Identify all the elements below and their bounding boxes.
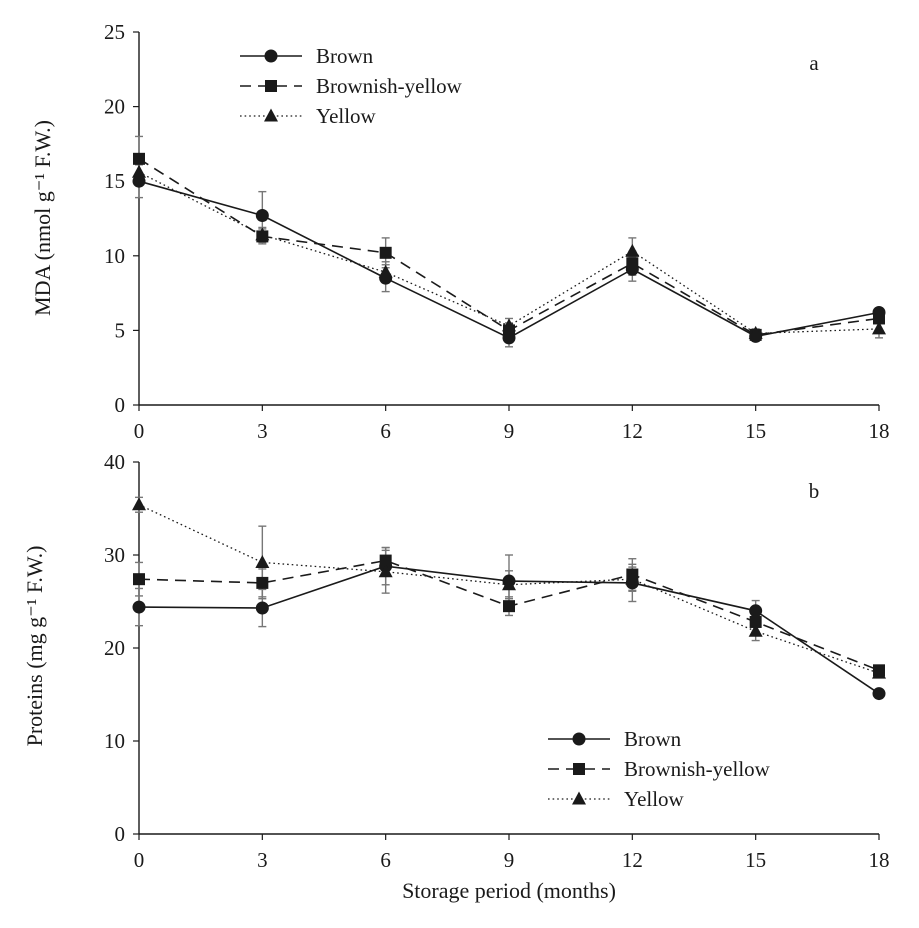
- data-point-yellow: [625, 571, 640, 585]
- data-point-brownish-yellow: [749, 615, 762, 628]
- y-tick-label: 10: [104, 244, 125, 268]
- x-axis-title: Storage period (months): [402, 878, 616, 903]
- legend-marker-brownish-yellow: [573, 763, 585, 775]
- x-tick-label: 3: [257, 419, 268, 443]
- data-point-yellow: [872, 665, 886, 679]
- data-point-brownish-yellow: [379, 554, 392, 567]
- y-tick-label: 15: [104, 169, 125, 193]
- data-point-yellow: [502, 577, 516, 591]
- legend-label-brownish-yellow: Brownish-yellow: [316, 74, 463, 98]
- data-point-brownish-yellow: [626, 257, 639, 270]
- legend-marker-brown: [264, 49, 278, 63]
- data-point-yellow: [132, 497, 146, 511]
- y-tick-label: 25: [104, 20, 125, 44]
- series-line-yellow: [138, 171, 880, 335]
- y-axis-title: Proteins (mg g⁻¹ F.W.): [22, 546, 47, 747]
- y-tick-label: 40: [104, 450, 125, 474]
- legend-label-brownish-yellow: Brownish-yellow: [624, 757, 771, 781]
- y-tick-label: 5: [115, 318, 126, 342]
- x-tick-label: 3: [257, 848, 268, 872]
- x-tick-label: 12: [622, 419, 643, 443]
- y-tick-label: 0: [115, 822, 126, 846]
- x-tick-label: 6: [380, 848, 391, 872]
- data-point-brownish-yellow: [133, 152, 145, 165]
- y-axis-title: MDA (nmol g⁻¹ F.W.): [30, 120, 55, 316]
- data-point-brown: [255, 601, 269, 615]
- x-tick-label: 15: [745, 848, 766, 872]
- panel-b: 0 10 20 30 40 0 3 6 9 12 15 18 Proteins (mg g⁻¹ F.W.…: [22, 450, 890, 903]
- x-tick-label: 15: [745, 419, 766, 443]
- legend-marker-brown: [572, 732, 586, 746]
- panel-letter: b: [809, 479, 820, 503]
- data-point-yellow: [748, 325, 763, 339]
- data-point-yellow: [748, 623, 763, 637]
- panel-a: 0 5 10 15 20 25 0 3 6 9 12 15 18 MDA (nmol g⁻¹ F.W.) a…: [30, 20, 890, 443]
- legend-label-brown: Brown: [624, 727, 682, 751]
- data-point-yellow: [255, 227, 270, 241]
- data-point-brownish-yellow: [133, 573, 145, 586]
- data-point-brown: [872, 687, 886, 701]
- legend-marker-brownish-yellow: [265, 80, 277, 92]
- y-tick-label: 20: [104, 636, 125, 660]
- data-point-yellow: [378, 564, 393, 578]
- panel-letter: a: [809, 51, 819, 75]
- data-point-yellow: [255, 554, 270, 568]
- series-line-brown: [138, 180, 880, 339]
- x-tick-label: 9: [504, 419, 515, 443]
- data-point-yellow: [378, 264, 393, 278]
- y-tick-label: 10: [104, 729, 125, 753]
- legend-marker-yellow: [264, 108, 278, 122]
- data-point-brownish-yellow: [379, 246, 392, 259]
- data-point-yellow: [625, 243, 640, 257]
- data-point-yellow: [872, 321, 886, 335]
- series-line-brownish-yellow: [138, 158, 880, 336]
- x-tick-label: 0: [134, 848, 145, 872]
- x-tick-label: 6: [380, 419, 391, 443]
- legend-marker-yellow: [572, 791, 586, 805]
- data-point-brownish-yellow: [256, 576, 269, 589]
- y-tick-label: 30: [104, 543, 125, 567]
- y-tick-label: 20: [104, 95, 125, 119]
- data-point-brown: [749, 604, 763, 618]
- data-point-brownish-yellow: [873, 312, 885, 325]
- data-point-yellow: [132, 164, 146, 178]
- legend-label-yellow: Yellow: [316, 104, 377, 128]
- data-point-yellow: [502, 318, 516, 332]
- x-tick-label: 12: [622, 848, 643, 872]
- x-tick-label: 0: [134, 419, 145, 443]
- data-point-brown: [132, 600, 146, 614]
- data-point-brown: [255, 209, 269, 223]
- legend-label-brown: Brown: [316, 44, 374, 68]
- data-point-brownish-yellow: [503, 600, 515, 613]
- x-tick-label: 18: [869, 848, 890, 872]
- y-tick-label: 0: [115, 393, 126, 417]
- legend-label-yellow: Yellow: [624, 787, 685, 811]
- x-tick-label: 9: [504, 848, 515, 872]
- data-point-brown: [132, 174, 146, 188]
- x-tick-label: 18: [869, 419, 890, 443]
